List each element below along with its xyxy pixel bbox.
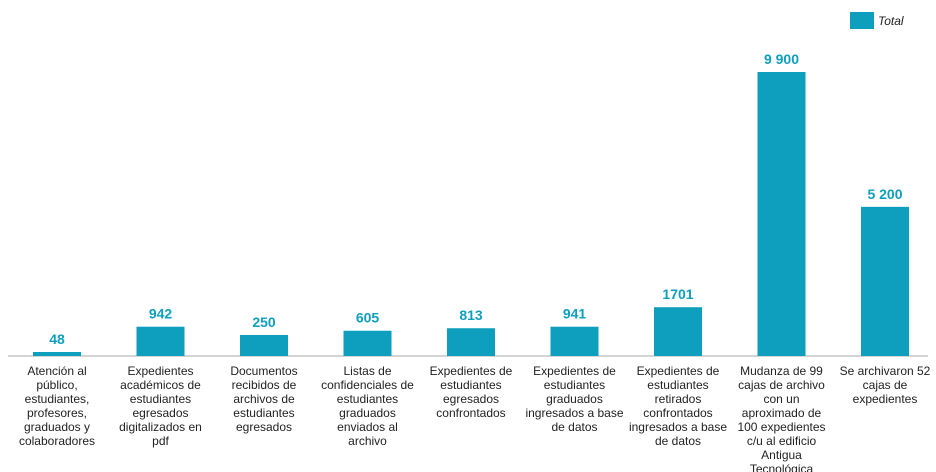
category-label: Expedientes de estudiantes graduados ing…	[525, 364, 624, 434]
bar	[447, 328, 495, 356]
data-label: 813	[459, 307, 483, 323]
data-label: 605	[356, 310, 380, 326]
legend-label: Total	[878, 13, 904, 28]
bar	[343, 330, 392, 356]
legend-swatch	[850, 12, 874, 29]
bar	[33, 352, 81, 356]
bar	[654, 307, 702, 356]
data-label: 48	[49, 331, 65, 347]
data-label: 250	[252, 314, 276, 330]
category-label: Expedientes académicos de estudiantes eg…	[119, 364, 202, 448]
bar	[757, 72, 806, 356]
data-label: 9 900	[764, 51, 799, 67]
category-label: Documentos recibidos de archivos de estu…	[230, 364, 298, 434]
bar	[861, 206, 909, 356]
bar	[550, 326, 599, 356]
category-label: Expedientes de estudiantes retirados con…	[628, 364, 728, 448]
category-label: Se archivaron 52 cajas de expedientes	[839, 364, 931, 406]
legend: Total	[850, 12, 904, 29]
data-label: 942	[149, 306, 173, 322]
bar	[240, 335, 288, 356]
category-label: Atención al público, estudiantes, profes…	[18, 364, 96, 448]
data-label: 941	[563, 306, 587, 322]
data-label: 1701	[662, 286, 693, 302]
data-label: 5 200	[867, 186, 902, 202]
category-label: Mudanza de 99 cajas de archivo con un ap…	[737, 364, 826, 472]
category-label: Listas de confidenciales de estudiantes …	[321, 364, 414, 448]
bar	[136, 326, 185, 356]
category-label: Expedientes de estudiantes egresados con…	[429, 364, 513, 420]
